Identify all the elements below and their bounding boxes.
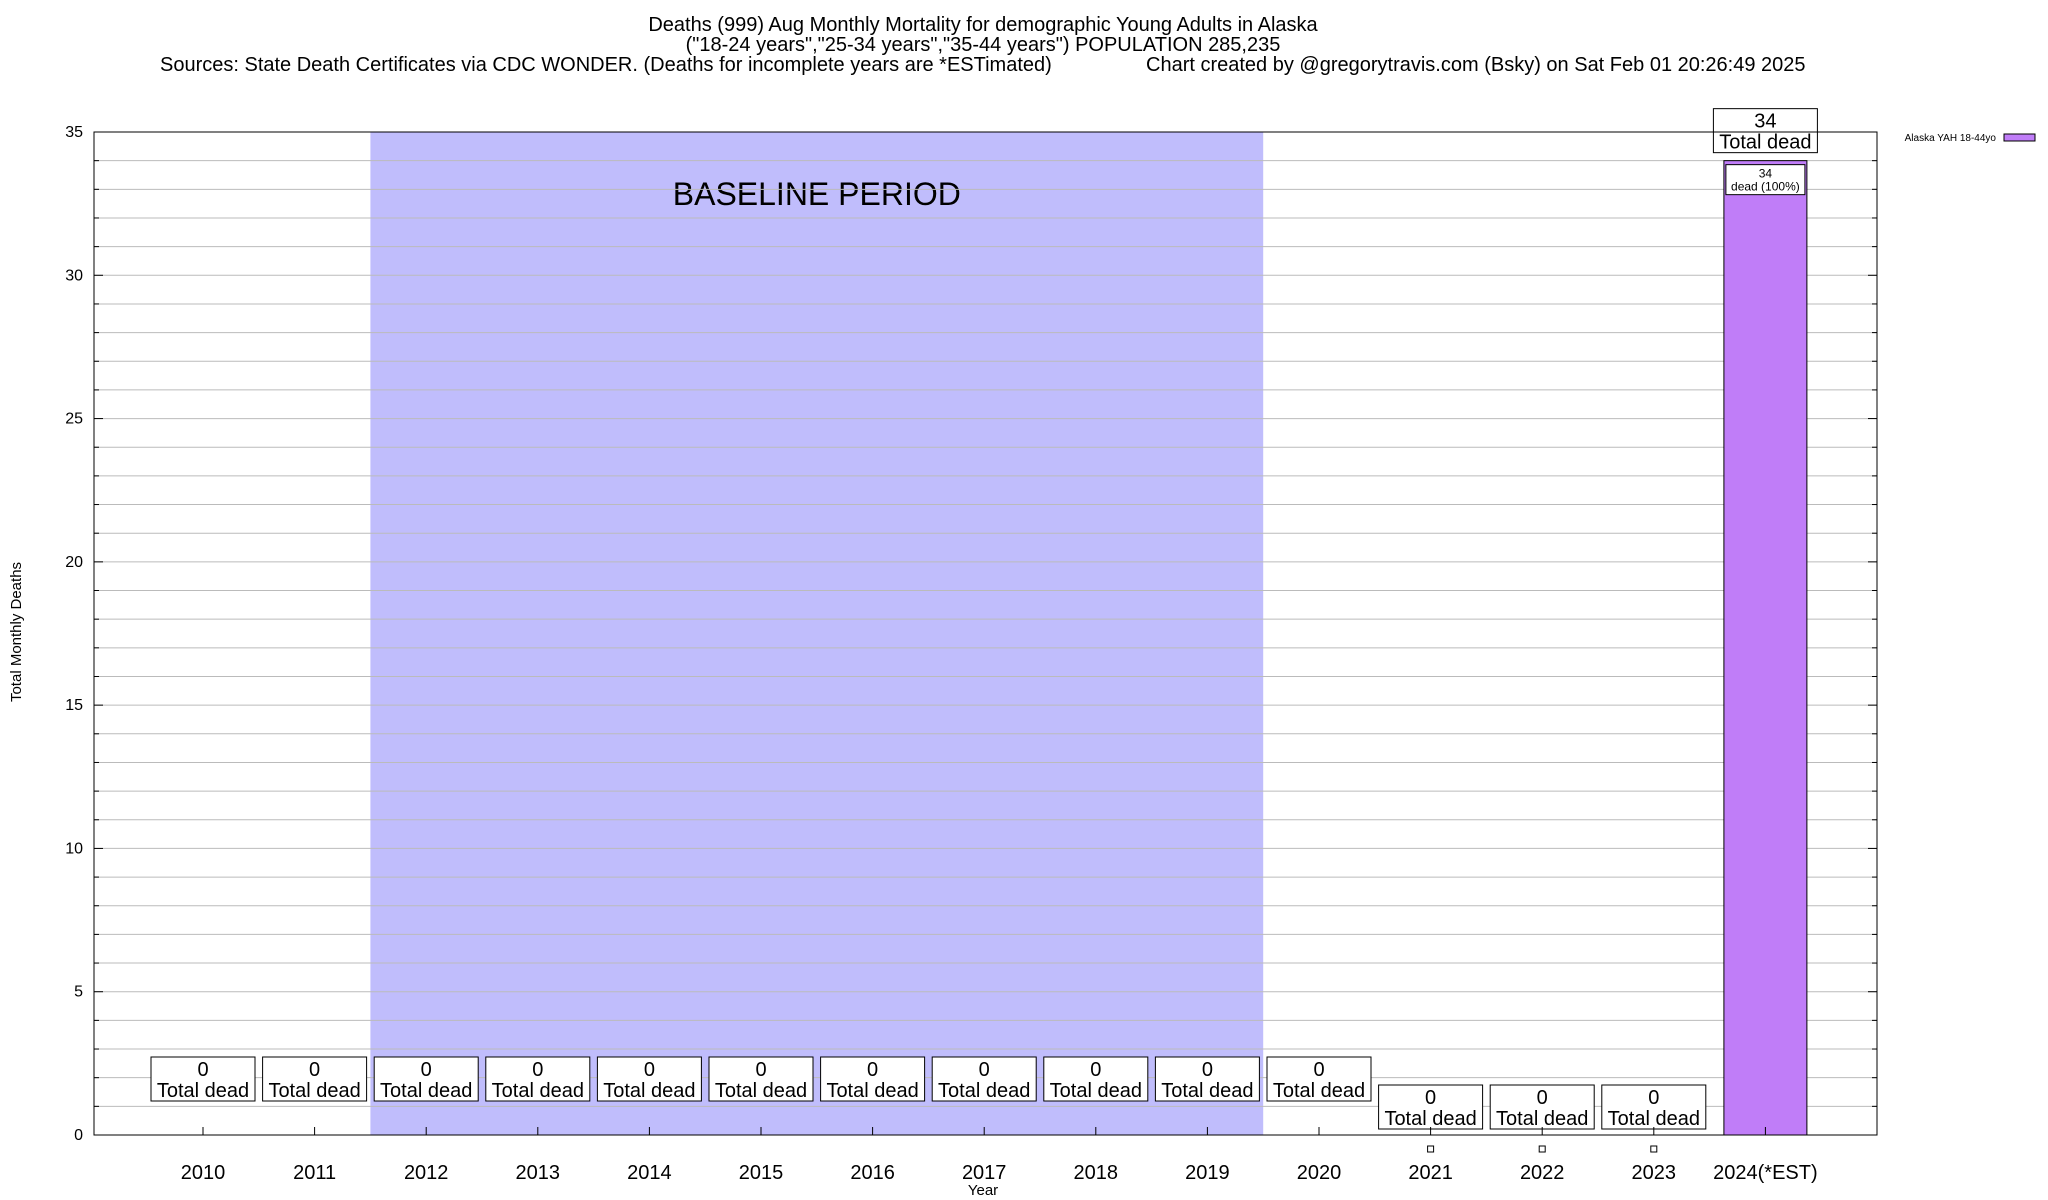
y-tick-label: 10 — [65, 840, 83, 857]
y-tick-label: 15 — [65, 697, 83, 714]
bar-2024(*EST) — [1723, 160, 1808, 1136]
total-label-value: 0 — [1202, 1059, 1213, 1081]
total-label-value: 0 — [309, 1059, 320, 1081]
total-label-value: 0 — [867, 1059, 878, 1081]
total-label-text: Total dead — [1161, 1080, 1253, 1102]
y-tick-label: 5 — [74, 984, 83, 1001]
total-label-value: 0 — [755, 1059, 766, 1081]
chart-sources: Sources: State Death Certificates via CD… — [160, 54, 1052, 76]
total-label-box — [931, 1056, 1037, 1102]
chart-title-line1: Deaths (999) Aug Monthly Mortality for d… — [648, 14, 1318, 36]
total-label-box — [485, 1056, 591, 1102]
total-label-box — [596, 1056, 702, 1102]
total-label-box — [708, 1056, 814, 1102]
x-tick-label: 2013 — [516, 1162, 561, 1184]
total-label-value: 0 — [1648, 1087, 1659, 1109]
zero-marker — [1650, 1145, 1658, 1153]
x-tick-label: 2010 — [181, 1162, 226, 1184]
total-label-value: 0 — [1313, 1059, 1324, 1081]
total-label-text: Total dead — [1496, 1108, 1588, 1130]
x-tick-label: 2022 — [1520, 1162, 1565, 1184]
zero-marker — [1427, 1145, 1435, 1153]
total-label-box — [373, 1056, 479, 1102]
y-tick-label: 35 — [65, 124, 83, 141]
total-label-box — [1378, 1084, 1484, 1130]
total-label-text: Total dead — [1608, 1108, 1700, 1130]
y-tick-label: 25 — [65, 411, 83, 428]
legend: Alaska YAH 18-44yo — [1905, 133, 2036, 144]
total-label-text: Total dead — [380, 1080, 472, 1102]
total-label-value: 0 — [532, 1059, 543, 1081]
y-axis-label: Total Monthly Deaths — [8, 562, 25, 702]
total-label-text: Total dead — [492, 1080, 584, 1102]
x-tick-label: 2017 — [962, 1162, 1007, 1184]
total-label-value: 0 — [1425, 1087, 1436, 1109]
total-label-box — [1266, 1056, 1372, 1102]
zero-marker — [1538, 1145, 1546, 1153]
x-tick-label: 2011 — [293, 1162, 336, 1184]
total-label-text: Total dead — [603, 1080, 695, 1102]
total-label-text: Total dead — [268, 1080, 360, 1102]
total-label-box — [820, 1056, 926, 1102]
y-tick-label: 30 — [65, 267, 83, 284]
total-label-value: 0 — [979, 1059, 990, 1081]
total-label-value: 0 — [1537, 1087, 1548, 1109]
baseline-region: BASELINE PERIOD — [370, 132, 1264, 1135]
total-label-text: Total dead — [157, 1080, 249, 1102]
baseline-period-label: BASELINE PERIOD — [673, 176, 961, 212]
chart-title-line2: ("18-24 years","25-34 years","35-44 year… — [686, 34, 1281, 56]
total-label-box — [1601, 1084, 1707, 1130]
total-label-text: Total dead — [1384, 1108, 1476, 1130]
total-label-box — [150, 1056, 256, 1102]
total-label-value: 34 — [1754, 111, 1776, 133]
x-tick-label: 2021 — [1408, 1162, 1453, 1184]
total-label-value: 0 — [644, 1059, 655, 1081]
bar-inner-label: 34 — [1759, 167, 1773, 181]
total-label-text: Total dead — [826, 1080, 918, 1102]
legend-label: Alaska YAH 18-44yo — [1905, 133, 1997, 144]
x-tick-label: 2014 — [627, 1162, 672, 1184]
y-tick-label: 0 — [74, 1127, 83, 1144]
x-tick-label: 2016 — [850, 1162, 895, 1184]
total-label-text: Total dead — [1273, 1080, 1365, 1102]
total-label-value: 0 — [1090, 1059, 1101, 1081]
legend-swatch — [2003, 133, 2036, 142]
x-tick-label: 2023 — [1632, 1162, 1677, 1184]
plot-frame — [93, 131, 1878, 1136]
chart-credit: Chart created by @gregorytravis.com (Bsk… — [1146, 54, 1806, 76]
total-label-text: Total dead — [938, 1080, 1030, 1102]
total-label-box — [1489, 1084, 1595, 1130]
total-label-box — [1712, 108, 1818, 154]
total-label-text: Total dead — [1050, 1080, 1142, 1102]
total-label-value: 0 — [421, 1059, 432, 1081]
bar-inner-label-box — [1725, 164, 1806, 196]
bar-inner-label: dead (100%) — [1731, 180, 1800, 194]
total-label-box — [1154, 1056, 1260, 1102]
grid-lines — [94, 160, 1877, 1107]
x-tick-label: 2012 — [404, 1162, 449, 1184]
x-tick-label: 2024(*EST) — [1713, 1162, 1818, 1184]
y-tick-label: 20 — [65, 554, 83, 571]
x-tick-label: 2015 — [739, 1162, 784, 1184]
x-axis-label: Year — [968, 1182, 998, 1199]
total-label-value: 0 — [197, 1059, 208, 1081]
baseline-period-band — [370, 132, 1264, 1135]
axes: 0 5 10 15 20 25 30 35 2010 2011 2012 2013 2014 2015 20… — [65, 124, 1878, 1184]
x-tick-label: 2020 — [1297, 1162, 1342, 1184]
total-label-text: Total dead — [715, 1080, 807, 1102]
x-tick-label: 2018 — [1074, 1162, 1119, 1184]
total-label-box — [1043, 1056, 1149, 1102]
x-tick-label: 2019 — [1185, 1162, 1230, 1184]
total-label-box — [262, 1056, 368, 1102]
total-label-text: Total dead — [1719, 132, 1811, 154]
